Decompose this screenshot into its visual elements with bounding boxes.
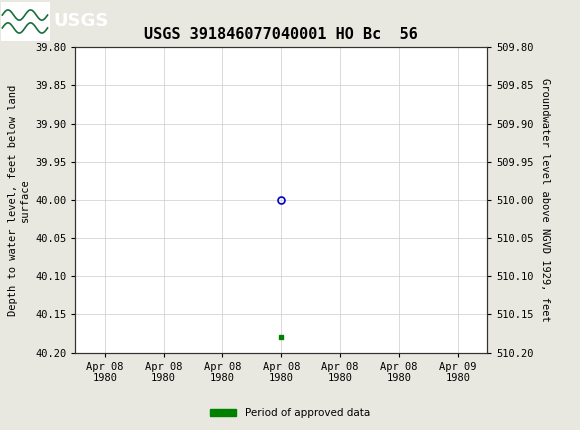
Legend: Period of approved data: Period of approved data xyxy=(206,404,374,423)
Y-axis label: Depth to water level, feet below land
surface: Depth to water level, feet below land su… xyxy=(8,84,30,316)
Title: USGS 391846077040001 HO Bc  56: USGS 391846077040001 HO Bc 56 xyxy=(144,27,418,42)
Bar xyxy=(1,2,50,41)
Y-axis label: Groundwater level above NGVD 1929, feet: Groundwater level above NGVD 1929, feet xyxy=(541,78,550,322)
Text: USGS: USGS xyxy=(53,12,108,31)
